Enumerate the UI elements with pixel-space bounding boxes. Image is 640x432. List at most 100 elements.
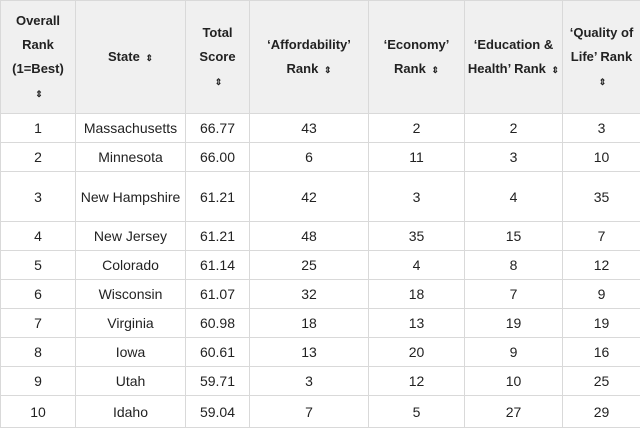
- header-label: ‘Quality of Life’ Rank: [569, 24, 634, 64]
- cell-education-health-rank: 15: [464, 221, 563, 251]
- header-label: ‘Economy’ Rank: [383, 36, 450, 76]
- cell-affordability-rank: 32: [249, 279, 369, 309]
- cell-rank: 1: [0, 113, 76, 143]
- table-row: 2 Minnesota 66.00 6 11 3 10: [0, 142, 640, 172]
- cell-affordability-rank: 18: [249, 308, 369, 338]
- cell-affordability-rank: 48: [249, 221, 369, 251]
- cell-rank: 2: [0, 142, 76, 172]
- cell-economy-rank: 13: [368, 308, 465, 338]
- cell-quality-of-life-rank: 7: [562, 221, 640, 251]
- cell-quality-of-life-rank: 3: [562, 113, 640, 143]
- cell-education-health-rank: 10: [464, 366, 563, 396]
- cell-quality-of-life-rank: 25: [562, 366, 640, 396]
- sort-arrows-icon[interactable]: ⇕: [214, 76, 223, 87]
- cell-state: Minnesota: [75, 142, 186, 172]
- cell-quality-of-life-rank: 35: [562, 171, 640, 222]
- cell-total-score: 60.61: [185, 337, 250, 367]
- cell-quality-of-life-rank: 29: [562, 395, 640, 428]
- table-row: 5 Colorado 61.14 25 4 8 12: [0, 250, 640, 280]
- cell-rank: 10: [0, 395, 76, 428]
- header-label: Overall Rank (1=Best): [12, 12, 64, 76]
- cell-quality-of-life-rank: 9: [562, 279, 640, 309]
- sort-arrows-icon[interactable]: ⇕: [431, 64, 439, 75]
- cell-economy-rank: 20: [368, 337, 465, 367]
- cell-education-health-rank: 7: [464, 279, 563, 309]
- cell-rank: 3: [0, 171, 76, 222]
- cell-economy-rank: 18: [368, 279, 465, 309]
- header-affordability-rank[interactable]: ‘Affordability’ Rank ⇕: [249, 0, 369, 114]
- cell-total-score: 66.77: [185, 113, 250, 143]
- cell-total-score: 59.71: [185, 366, 250, 396]
- cell-education-health-rank: 27: [464, 395, 563, 428]
- cell-quality-of-life-rank: 12: [562, 250, 640, 280]
- cell-affordability-rank: 25: [249, 250, 369, 280]
- sort-arrows-icon[interactable]: ⇕: [35, 88, 43, 99]
- cell-total-score: 61.07: [185, 279, 250, 309]
- table-row: 1 Massachusetts 66.77 43 2 2 3: [0, 113, 640, 143]
- cell-state: New Hampshire: [75, 171, 186, 222]
- cell-economy-rank: 2: [368, 113, 465, 143]
- header-label: ‘Affordability’ Rank: [267, 36, 351, 76]
- cell-affordability-rank: 3: [249, 366, 369, 396]
- header-state[interactable]: State ⇕: [75, 0, 186, 114]
- table-row: 10 Idaho 59.04 7 5 27 29: [0, 395, 640, 428]
- header-education-health-rank[interactable]: ‘Education & Health’ Rank ⇕: [464, 0, 563, 114]
- header-overall-rank[interactable]: Overall Rank (1=Best) ⇕: [0, 0, 76, 114]
- cell-state: Utah: [75, 366, 186, 396]
- cell-rank: 9: [0, 366, 76, 396]
- table-row: 8 Iowa 60.61 13 20 9 16: [0, 337, 640, 367]
- table-row: 7 Virginia 60.98 18 13 19 19: [0, 308, 640, 338]
- cell-education-health-rank: 2: [464, 113, 563, 143]
- cell-economy-rank: 35: [368, 221, 465, 251]
- cell-total-score: 66.00: [185, 142, 250, 172]
- header-label: Total Score: [199, 24, 236, 64]
- table-row: 4 New Jersey 61.21 48 35 15 7: [0, 221, 640, 251]
- header-total-score[interactable]: Total Score ⇕: [185, 0, 250, 114]
- cell-economy-rank: 12: [368, 366, 465, 396]
- sort-arrows-icon[interactable]: ⇕: [323, 64, 332, 75]
- sort-arrows-icon[interactable]: ⇕: [598, 76, 607, 87]
- cell-economy-rank: 3: [368, 171, 465, 222]
- cell-affordability-rank: 13: [249, 337, 369, 367]
- cell-quality-of-life-rank: 19: [562, 308, 640, 338]
- cell-rank: 7: [0, 308, 76, 338]
- cell-economy-rank: 4: [368, 250, 465, 280]
- cell-rank: 4: [0, 221, 76, 251]
- cell-total-score: 61.21: [185, 171, 250, 222]
- cell-affordability-rank: 43: [249, 113, 369, 143]
- cell-education-health-rank: 19: [464, 308, 563, 338]
- cell-state: New Jersey: [75, 221, 186, 251]
- table-row: 3 New Hampshire 61.21 42 3 4 35: [0, 171, 640, 222]
- table-header-row: Overall Rank (1=Best) ⇕ State ⇕ Total Sco…: [0, 0, 640, 114]
- cell-affordability-rank: 7: [249, 395, 369, 428]
- cell-affordability-rank: 42: [249, 171, 369, 222]
- cell-quality-of-life-rank: 16: [562, 337, 640, 367]
- sort-arrows-icon[interactable]: ⇕: [551, 64, 560, 75]
- table-row: 9 Utah 59.71 3 12 10 25: [0, 366, 640, 396]
- cell-rank: 6: [0, 279, 76, 309]
- cell-education-health-rank: 8: [464, 250, 563, 280]
- cell-state: Massachusetts: [75, 113, 186, 143]
- cell-total-score: 61.14: [185, 250, 250, 280]
- cell-state: Idaho: [75, 395, 186, 428]
- cell-affordability-rank: 6: [249, 142, 369, 172]
- table-row: 6 Wisconsin 61.07 32 18 7 9: [0, 279, 640, 309]
- cell-education-health-rank: 3: [464, 142, 563, 172]
- cell-education-health-rank: 9: [464, 337, 563, 367]
- header-label: ‘Education & Health’ Rank: [467, 36, 554, 76]
- cell-state: Iowa: [75, 337, 186, 367]
- cell-education-health-rank: 4: [464, 171, 563, 222]
- cell-economy-rank: 11: [368, 142, 465, 172]
- cell-state: Virginia: [75, 308, 186, 338]
- cell-total-score: 60.98: [185, 308, 250, 338]
- header-label: State: [108, 48, 140, 64]
- header-quality-of-life-rank[interactable]: ‘Quality of Life’ Rank ⇕: [562, 0, 640, 114]
- cell-quality-of-life-rank: 10: [562, 142, 640, 172]
- cell-rank: 5: [0, 250, 76, 280]
- cell-state: Wisconsin: [75, 279, 186, 309]
- cell-total-score: 61.21: [185, 221, 250, 251]
- header-economy-rank[interactable]: ‘Economy’ Rank ⇕: [368, 0, 465, 114]
- sort-arrows-icon[interactable]: ⇕: [145, 52, 153, 63]
- cell-state: Colorado: [75, 250, 186, 280]
